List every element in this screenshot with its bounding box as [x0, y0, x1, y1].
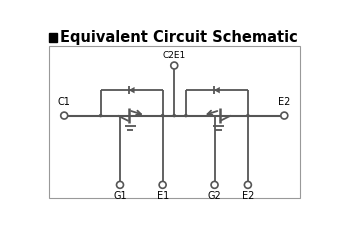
- Text: E2: E2: [242, 191, 254, 201]
- Bar: [49, 45, 300, 198]
- Circle shape: [172, 114, 176, 117]
- Circle shape: [244, 181, 251, 188]
- Circle shape: [61, 112, 68, 119]
- Circle shape: [117, 181, 123, 188]
- Text: Equivalent Circuit Schematic: Equivalent Circuit Schematic: [60, 30, 298, 45]
- Circle shape: [184, 114, 188, 117]
- Text: G1: G1: [113, 191, 127, 201]
- Circle shape: [211, 181, 218, 188]
- Text: E1: E1: [156, 191, 169, 201]
- Circle shape: [281, 112, 288, 119]
- Circle shape: [171, 62, 178, 69]
- Text: C2E1: C2E1: [163, 51, 186, 60]
- Text: G2: G2: [208, 191, 221, 201]
- Bar: [49, 33, 57, 42]
- Circle shape: [99, 114, 102, 117]
- Text: C1: C1: [58, 97, 71, 107]
- Text: E2: E2: [278, 97, 290, 107]
- Polygon shape: [214, 87, 220, 93]
- Circle shape: [159, 181, 166, 188]
- Circle shape: [246, 114, 250, 117]
- Circle shape: [161, 114, 165, 117]
- Polygon shape: [129, 87, 135, 93]
